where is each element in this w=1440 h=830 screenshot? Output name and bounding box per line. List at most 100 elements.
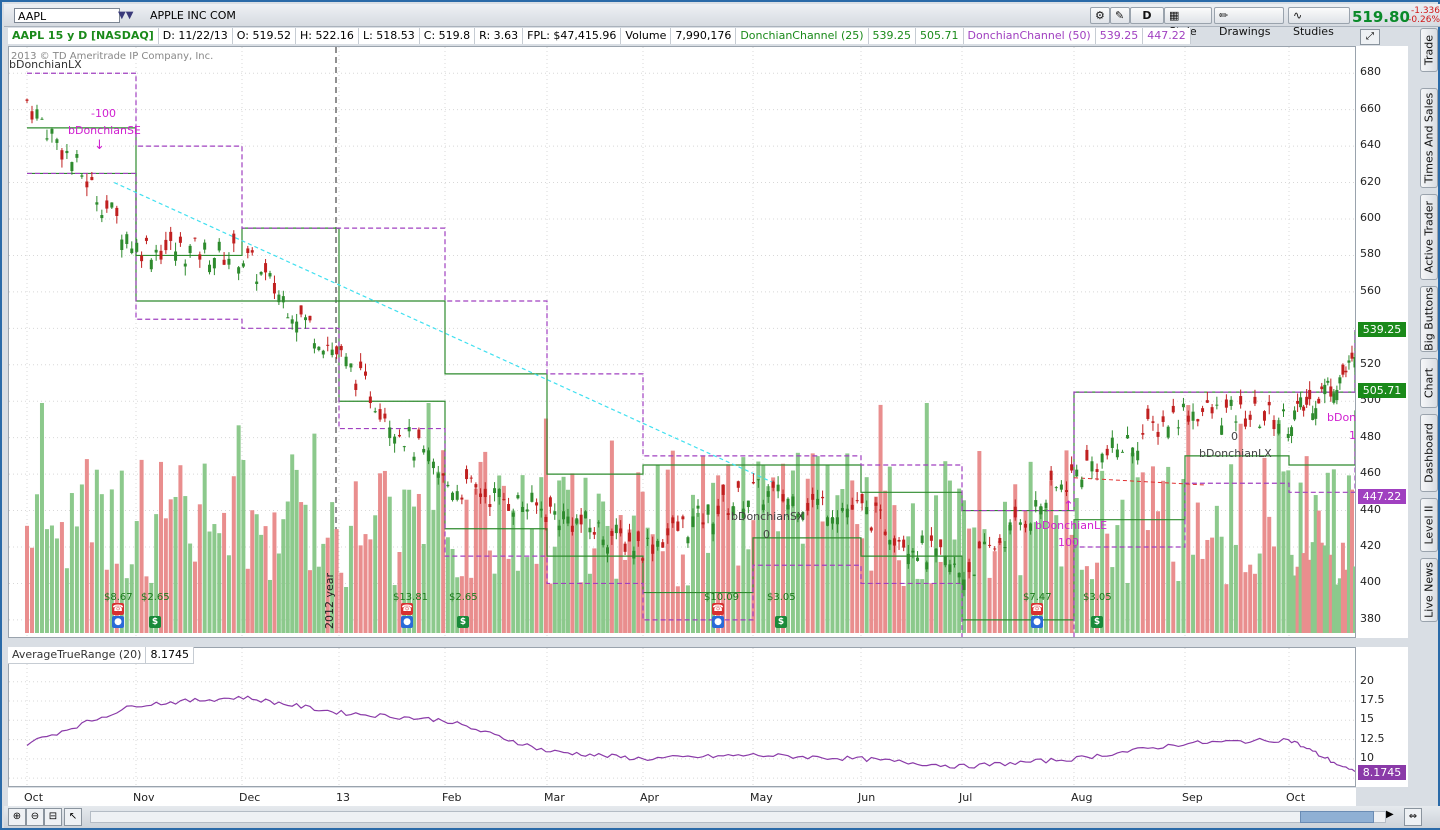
candle-body [149,259,153,270]
dc25-lower: 505.71 [916,28,964,44]
style-button[interactable]: ▦ Style [1164,7,1212,38]
side-tab-chart[interactable]: Chart [1420,358,1438,408]
price-chart-svg[interactable] [9,47,1357,648]
zoom-out-icon[interactable]: ⊖ [26,808,44,826]
expand-time-icon[interactable]: ⇔ [1404,808,1422,826]
cursor-icon[interactable]: ↖ [64,808,82,826]
event-value: $10.09 [704,592,739,603]
conference-icon[interactable]: ● [112,616,124,628]
volume-bar [1033,522,1038,633]
volume-bar [1079,569,1084,633]
candle-body [474,484,478,488]
chart-expand-icon[interactable]: ⤢ [1360,29,1380,45]
side-tab-level-ii[interactable]: Level II [1420,498,1438,552]
studies-button[interactable]: ∿ Studies [1288,7,1350,38]
volume-bar [1161,480,1166,633]
volume-bar [358,545,363,633]
period-button[interactable]: D [1130,7,1164,24]
dc-upper-badge: 539.25 [1358,321,1406,337]
symbol-dropdown-icon[interactable]: ▼▼ [118,10,134,21]
earnings-icon[interactable]: ☎ [112,603,124,615]
symbol-input[interactable]: AAPL [14,8,120,23]
candle-body [354,383,358,390]
price-axis[interactable]: 6806606406206005805605405205004804604404… [1356,46,1408,638]
conference-icon[interactable]: ● [401,616,413,628]
atr-label[interactable]: AverageTrueRange (20) [8,647,147,664]
candle-body [671,517,675,524]
volume-bar [1145,530,1150,633]
candle-body [791,496,795,506]
dividend-icon[interactable]: $ [457,616,469,628]
dc25-label[interactable]: DonchianChannel (25) [736,28,869,44]
chart-title[interactable]: AAPL 15 y D [NASDAQ] [8,28,159,44]
scroll-right-icon[interactable]: ▶ [1386,809,1394,820]
time-axis-label: 13 [336,791,350,804]
volume-bar [226,555,231,633]
volume-bar [548,583,553,633]
candle-body [1258,426,1262,429]
volume-bar [25,525,29,633]
candle-body [1013,506,1017,518]
side-tab-times-and-sales[interactable]: Times And Sales [1420,88,1438,188]
zoom-in-icon[interactable]: ⊕ [8,808,26,826]
candle-body [1326,380,1330,383]
volume-bar [1028,461,1033,633]
dividend-icon[interactable]: $ [1091,616,1103,628]
candle-body [378,409,382,420]
candle-body [570,525,574,532]
atr-axis-tick: 17.5 [1360,693,1385,706]
event-value: $3.05 [1083,592,1112,603]
volume-bar [1328,554,1333,633]
volume-bar [441,450,446,633]
earnings-icon[interactable]: ☎ [401,603,413,615]
volume-bar [263,526,268,633]
candle-body [1344,370,1348,373]
year-marker: 2012 year [323,572,336,629]
conference-icon[interactable]: ● [1031,616,1043,628]
scrollbar-thumb[interactable] [1300,811,1374,823]
long-entry-arrow-icon: ↑ [1063,499,1074,514]
atr-chart[interactable] [8,647,1356,787]
side-tab-big-buttons[interactable]: Big Buttons [1420,286,1438,352]
volume-bar [1281,471,1286,633]
volume-bar [529,529,534,633]
volume-bar [906,536,911,633]
candle-body [1126,434,1130,439]
candle-body [1302,406,1306,411]
time-axis[interactable]: Oct Nov Dec 13 Feb Mar Apr May Jun Jul Aug Sep Oct [8,788,1356,806]
dividend-icon[interactable]: $ [149,616,161,628]
volume-label[interactable]: Volume [621,28,672,44]
fit-icon[interactable]: ⊟ [44,808,62,826]
side-tab-trade[interactable]: Trade [1420,28,1438,72]
side-tab-active-trader[interactable]: Active Trader [1420,194,1438,280]
side-tab-live-news[interactable]: Live News [1420,558,1438,622]
candle-body [35,109,39,119]
candle-body [330,349,334,356]
earnings-icon[interactable]: ☎ [712,603,724,615]
atr-chart-svg[interactable] [9,648,1356,786]
candle-body [1151,421,1155,423]
scroll-track[interactable] [90,811,1386,823]
candle-body [1196,419,1200,422]
volume-bar [421,544,426,633]
candle-body [1161,416,1165,422]
drawings-button[interactable]: ✏ Drawings [1214,7,1284,38]
candle-body [934,548,938,556]
earnings-icon[interactable]: ☎ [1031,603,1043,615]
volume-bar [168,499,173,633]
candle-body [1080,479,1084,488]
candle-body [548,497,552,507]
dividend-icon[interactable]: $ [775,616,787,628]
candle-body [993,548,997,550]
volume-bar [1018,575,1023,633]
side-tab-dashboard[interactable]: Dashboard [1420,414,1438,492]
volume-bar [69,493,74,633]
conference-icon[interactable]: ● [712,616,724,628]
chart-settings-icon[interactable]: ⚙ [1090,7,1110,24]
dc50-label[interactable]: DonchianChannel (50) [964,28,1096,44]
candle-body [373,411,377,413]
price-chart[interactable]: 2013 © TD Ameritrade IP Company, Inc. bD… [8,46,1362,648]
volume-bar [920,579,925,633]
wrench-icon[interactable]: ✎ [1110,7,1130,24]
